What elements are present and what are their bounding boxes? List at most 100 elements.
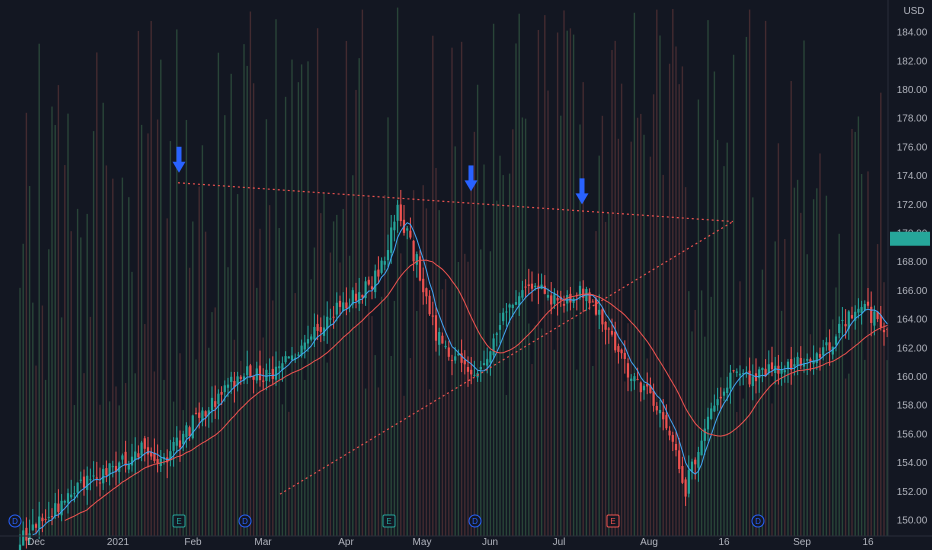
- candle-body: [66, 493, 70, 503]
- marker-label: E: [176, 517, 181, 526]
- marker-circle: [8, 514, 22, 528]
- volume-bar: [44, 379, 47, 536]
- candle-body: [338, 300, 342, 307]
- candle-body: [214, 401, 217, 407]
- candle-body: [95, 477, 98, 479]
- earnings-marker[interactable]: E: [606, 514, 620, 528]
- dividend-marker[interactable]: D: [8, 514, 22, 528]
- candle-body: [124, 451, 127, 466]
- candle-body: [825, 342, 828, 346]
- candle-body: [105, 468, 108, 476]
- candle-body: [345, 302, 348, 309]
- volume-bar: [364, 388, 367, 536]
- volume-bar: [236, 194, 239, 537]
- candle-body: [287, 356, 290, 359]
- volume-bar: [416, 311, 418, 536]
- volume-bar: [288, 411, 290, 536]
- candle-body: [447, 347, 450, 357]
- volume-bar: [832, 319, 834, 536]
- candle-body: [198, 412, 201, 418]
- candle-body: [60, 500, 63, 516]
- candle-body: [134, 451, 137, 460]
- candle-body: [850, 315, 854, 319]
- candle-body: [591, 301, 594, 303]
- candle-body: [290, 355, 294, 361]
- candle-body: [102, 468, 105, 484]
- ma-fast-line: [32, 222, 932, 536]
- volume-bar: [681, 66, 684, 537]
- volume-bar: [96, 52, 98, 537]
- candle-body: [546, 295, 550, 298]
- price-tick-label: 174.00: [897, 171, 928, 182]
- volume-bar: [249, 11, 252, 536]
- candle-body: [473, 374, 476, 376]
- price-tick-label: 166.00: [897, 286, 928, 297]
- candle-body: [713, 405, 716, 412]
- dividend-marker[interactable]: D: [238, 514, 252, 528]
- candle-body: [553, 294, 556, 304]
- volume-bar: [137, 30, 140, 536]
- candle-body: [668, 430, 671, 436]
- volume-bar: [281, 404, 284, 536]
- candle-body: [246, 366, 249, 376]
- volume-bar: [128, 197, 130, 536]
- candle-body: [866, 301, 870, 306]
- candle-body: [460, 353, 463, 363]
- candle-body: [137, 453, 140, 458]
- time-tick-label: 2021: [107, 537, 130, 548]
- volume-bar: [336, 214, 338, 536]
- candle-body: [130, 456, 134, 466]
- candle-body: [722, 391, 726, 396]
- candle-body: [396, 204, 399, 221]
- candle-body: [281, 363, 284, 370]
- moving-averages: [32, 222, 932, 536]
- volume-bar: [204, 231, 207, 536]
- volume-bar: [332, 221, 335, 536]
- candle-body: [630, 378, 633, 381]
- candle-body: [335, 302, 338, 315]
- volume-bar: [870, 332, 872, 536]
- candle-body: [738, 373, 742, 376]
- volume-bar: [585, 302, 588, 536]
- time-axis[interactable]: Dec 2021 Feb Mar Apr May Jun Jul Aug 16 Sep 16: [0, 535, 932, 548]
- dividend-marker[interactable]: D: [751, 514, 765, 528]
- volume-bar: [412, 190, 415, 536]
- price-axis[interactable]: USD 150.00 152.00 154.00 156.00 158.00 160.00…: [887, 0, 932, 536]
- candle-body: [735, 371, 738, 373]
- candle-body: [114, 465, 118, 472]
- price-tick-label: 160.00: [897, 372, 928, 383]
- candle-body: [268, 372, 271, 374]
- volume-bar: [745, 36, 748, 537]
- candle-body: [162, 456, 166, 458]
- candle-body: [508, 304, 511, 308]
- volume-bar: [441, 289, 444, 536]
- earnings-marker[interactable]: E: [172, 514, 186, 528]
- volume-bar: [848, 373, 850, 536]
- ma-slow-line: [64, 259, 932, 522]
- arrow-head: [172, 161, 186, 173]
- volume-bar: [275, 19, 277, 537]
- volume-bar: [70, 231, 72, 536]
- candle-body: [569, 293, 572, 303]
- volume-bar: [278, 227, 280, 537]
- candle-body: [578, 285, 582, 297]
- candle-body: [188, 427, 191, 437]
- volume-bar: [822, 361, 824, 536]
- volume-bar: [608, 213, 610, 536]
- marker-label: D: [755, 517, 761, 526]
- earnings-marker[interactable]: E: [382, 514, 396, 528]
- candle-body: [831, 346, 834, 355]
- volume-bar: [515, 43, 517, 537]
- candle-body: [207, 410, 210, 415]
- arrow-shaft: [579, 178, 585, 195]
- candle-body: [502, 312, 505, 322]
- candle-body: [313, 326, 316, 340]
- candle-body: [879, 315, 882, 328]
- dividend-marker[interactable]: D: [468, 514, 482, 528]
- arrow-head: [464, 180, 478, 192]
- volume-bar: [665, 411, 668, 536]
- volume-bar: [352, 175, 354, 536]
- volume-bar: [131, 271, 133, 536]
- candle-body: [303, 342, 306, 350]
